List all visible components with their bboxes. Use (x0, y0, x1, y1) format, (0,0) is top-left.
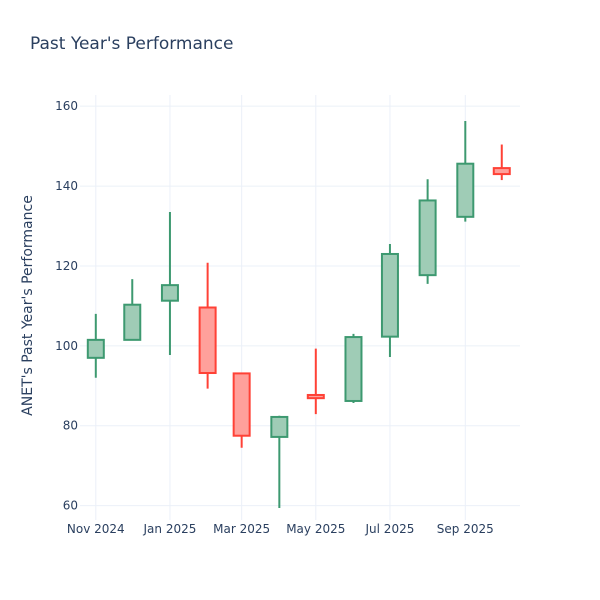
y-axis-label: ANET's Past Year's Performance (20, 195, 36, 416)
candle-body (123, 303, 142, 341)
x-tick-label: Jan 2025 (143, 522, 197, 536)
candle-body (492, 167, 511, 176)
chart-title: Past Year's Performance (30, 34, 234, 54)
candle-body (270, 415, 289, 438)
y-tick-label: 120 (55, 259, 78, 273)
candle-body (418, 199, 437, 277)
candle-body (198, 306, 217, 375)
candle-body (160, 284, 179, 302)
x-tick-label: May 2025 (286, 522, 345, 536)
candle-body (344, 336, 363, 402)
x-tick-label: Nov 2024 (67, 522, 125, 536)
x-tick-label: Jul 2025 (365, 522, 415, 536)
candle-body (456, 162, 475, 218)
y-tick-label: 140 (55, 179, 78, 193)
x-tick-label: Mar 2025 (213, 522, 270, 536)
candle-body (306, 393, 325, 400)
y-tick-label: 60 (63, 499, 78, 513)
y-tick-label: 100 (55, 339, 78, 353)
y-tick-label: 160 (55, 99, 78, 113)
candle-body (380, 252, 399, 338)
y-tick-label: 80 (63, 419, 78, 433)
candle-body (232, 372, 251, 437)
candle-body (86, 338, 105, 359)
x-tick-label: Sep 2025 (437, 522, 494, 536)
